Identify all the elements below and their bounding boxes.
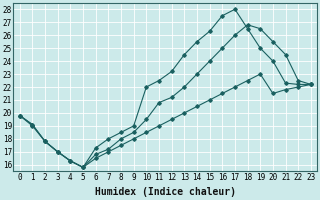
X-axis label: Humidex (Indice chaleur): Humidex (Indice chaleur) (95, 187, 236, 197)
